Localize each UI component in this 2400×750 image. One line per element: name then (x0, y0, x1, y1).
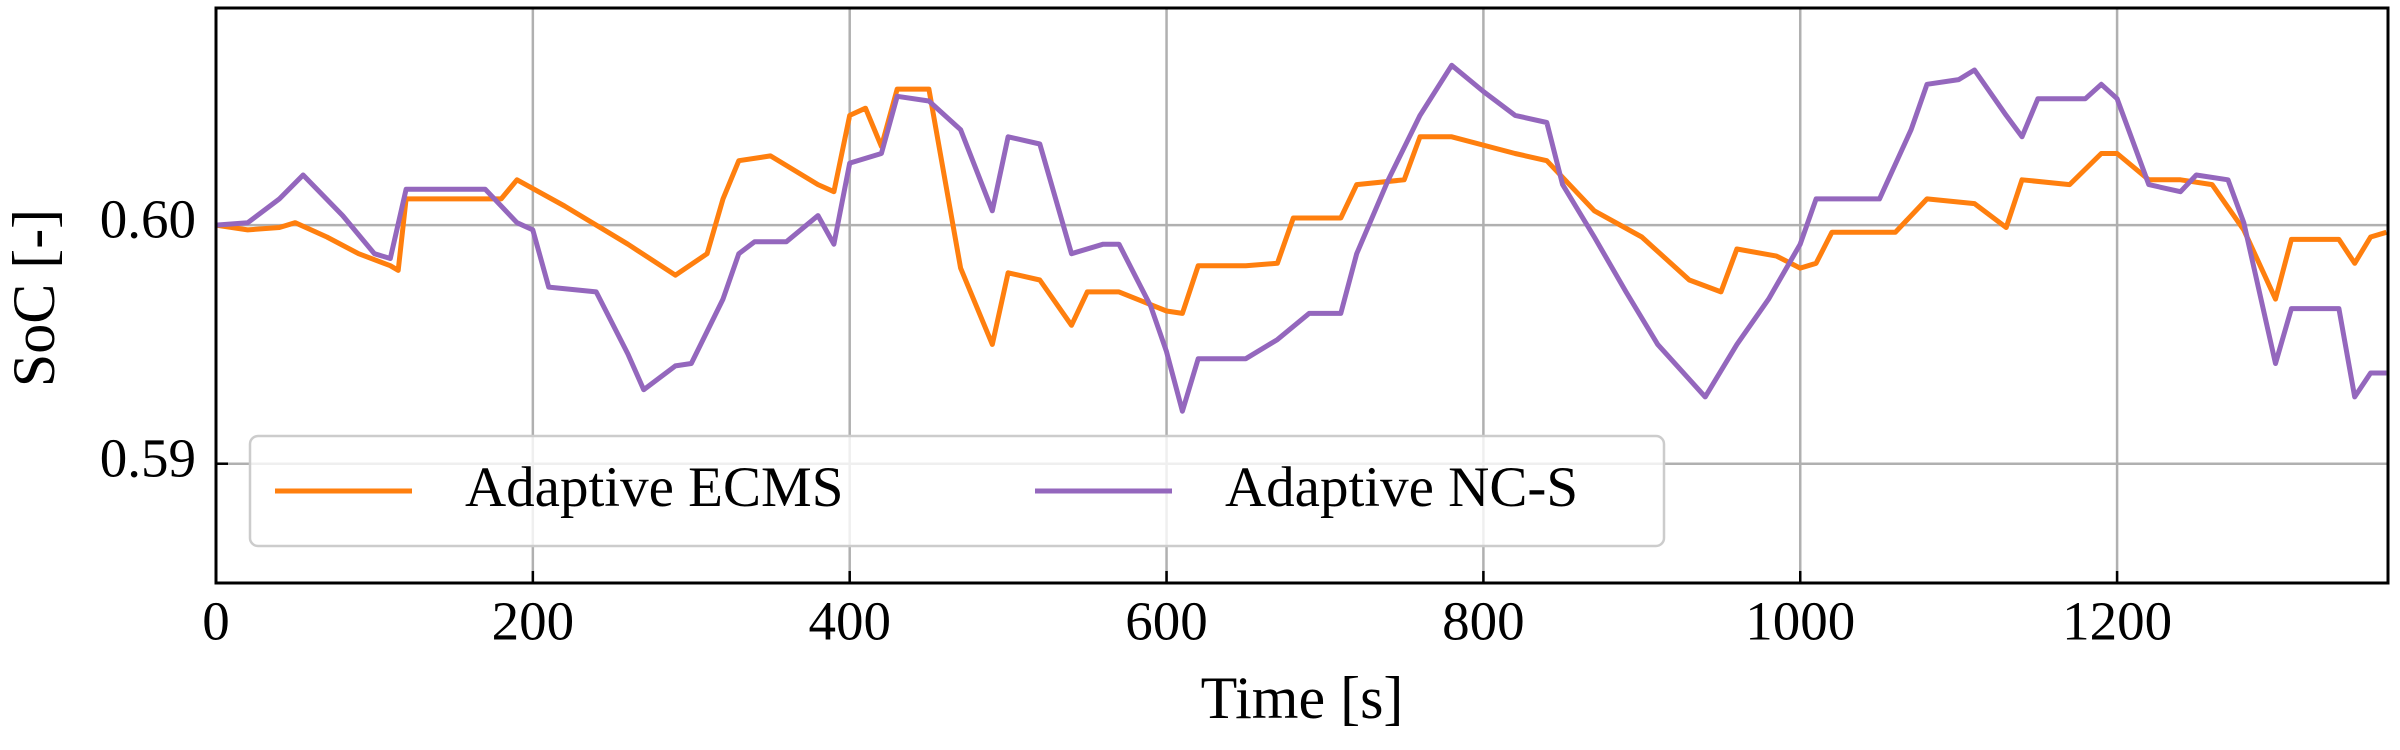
x-tick-label: 800 (1442, 591, 1525, 652)
legend-label: Adaptive ECMS (465, 456, 843, 519)
x-tick-label: 200 (492, 591, 575, 652)
x-tick-label: 600 (1125, 591, 1208, 652)
x-axis-label: Time [s] (1201, 665, 1404, 731)
plot-frame (214, 6, 2390, 585)
y-tick-label: 0.59 (100, 427, 196, 488)
y-tick-label: 0.60 (100, 189, 196, 250)
legend: Adaptive ECMS Adaptive NC-S (248, 434, 1666, 548)
legend-label: Adaptive NC-S (1225, 456, 1578, 519)
x-tick-label: 0 (202, 591, 230, 652)
series-line (215, 86, 2388, 347)
legend-box (248, 434, 1666, 548)
series-line (215, 62, 2387, 414)
x-tick-label: 1200 (2062, 591, 2172, 652)
x-tick-label: 1000 (1745, 591, 1855, 652)
x-tick-label: 400 (808, 591, 891, 652)
y-axis-label: SoC [-] (1, 209, 67, 387)
